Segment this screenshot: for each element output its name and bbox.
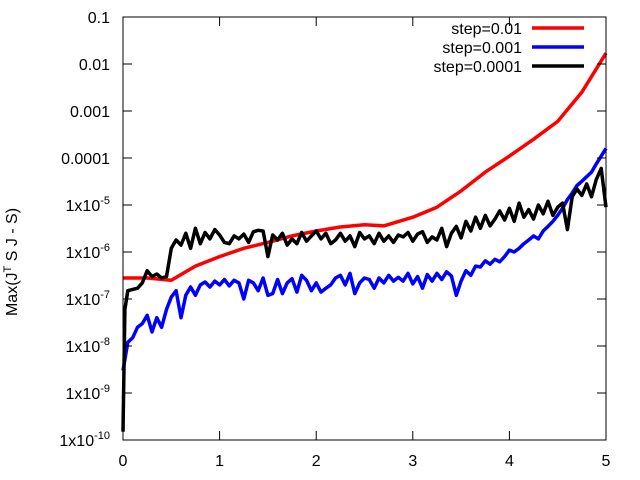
y-tick-mantissa: 1x10 <box>66 339 101 356</box>
series-line-1 <box>121 147 608 371</box>
legend-label: step=0.0001 <box>433 59 522 76</box>
x-tick-label: 3 <box>408 453 417 470</box>
y-tick-label: 1x10-7 <box>66 289 110 309</box>
y-tick-mantissa: 1x10 <box>59 433 94 450</box>
plot-frame <box>122 16 607 441</box>
x-tick-label: 4 <box>505 453 514 470</box>
legend: step=0.01 step=0.001 step=0.0001 <box>433 21 584 76</box>
y-tick-exponent: -8 <box>100 336 110 348</box>
y-tick-label: 0.0001 <box>61 151 110 168</box>
y-tick-label: 1x10-10 <box>59 430 110 450</box>
y-tick-label: 1x10-9 <box>66 383 110 403</box>
y-tick-mantissa: 1x10 <box>66 386 101 403</box>
x-tick-label: 1 <box>215 453 224 470</box>
y-tick-exponent: -6 <box>100 242 110 254</box>
y-tick-mantissa: 1x10 <box>66 198 101 215</box>
plot-area <box>121 52 608 432</box>
y-axis-label: Max(JT S J - S) <box>2 208 21 316</box>
x-tick-label: 2 <box>312 453 321 470</box>
y-tick-label: 0.01 <box>79 57 110 74</box>
y-tick-exponent: -5 <box>100 195 110 207</box>
axis-ticks <box>122 16 607 441</box>
y-tick-label: 0.1 <box>88 10 110 27</box>
y-tick-exponent: -9 <box>100 383 110 395</box>
y-tick-mantissa: 1x10 <box>66 292 101 309</box>
x-tick-label: 5 <box>602 453 611 470</box>
series-line-0 <box>123 52 608 283</box>
series-line-2 <box>121 166 608 432</box>
legend-label: step=0.001 <box>442 40 522 57</box>
x-tick-label: 0 <box>119 453 128 470</box>
y-tick-mantissa: 1x10 <box>66 245 101 262</box>
y-tick-label: 0.001 <box>70 104 110 121</box>
y-tick-label: 1x10-5 <box>66 195 110 215</box>
y-tick-label: 1x10-8 <box>66 336 110 356</box>
y-tick-exponent: -7 <box>100 289 110 301</box>
y-tick-label: 1x10-6 <box>66 242 110 262</box>
y-tick-exponent: -10 <box>94 430 110 442</box>
axis-tick-labels: 0 1 2 3 4 51x10-101x10-91x10-81x10-71x10-61x1… <box>59 10 610 470</box>
legend-label: step=0.01 <box>451 21 522 38</box>
